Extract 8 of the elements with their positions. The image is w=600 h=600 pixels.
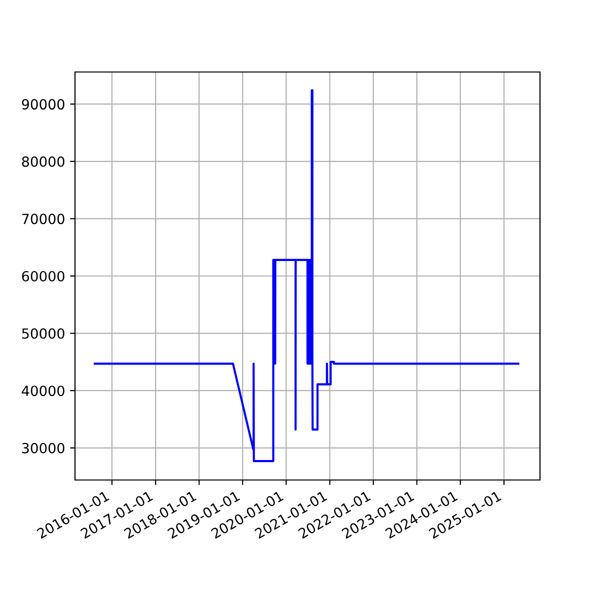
y-tick-label: 60000 [22, 270, 64, 282]
y-tick-label: 30000 [22, 442, 64, 454]
y-tick-label: 40000 [22, 386, 64, 396]
y-tick-label: 50000 [22, 328, 64, 339]
line-series [94, 89, 520, 462]
y-tick-label: 90000 [22, 99, 64, 110]
y-tick-label: 80000 [22, 156, 64, 167]
y-tick-label: 70000 [22, 214, 64, 224]
